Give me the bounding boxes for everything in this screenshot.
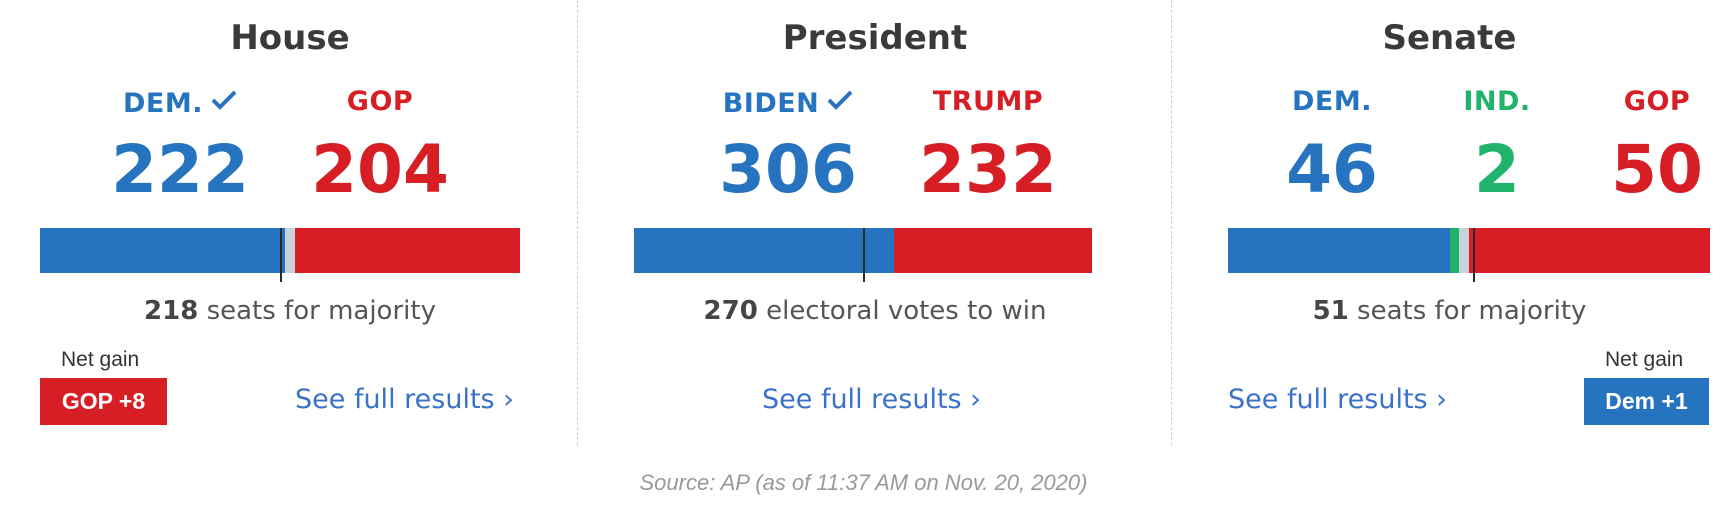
house-majority-number: 218 bbox=[144, 296, 199, 326]
checkmark-icon bbox=[827, 86, 853, 117]
senate-majority-marker bbox=[1472, 228, 1475, 282]
bar-segment-gop bbox=[294, 228, 520, 273]
panel-divider bbox=[1171, 0, 1172, 445]
source-note: Source: AP (as of 11:37 AM on Nov. 20, 2… bbox=[639, 470, 1088, 495]
house-see-full-results-link[interactable]: See full results › bbox=[295, 384, 514, 415]
checkmark-icon bbox=[211, 86, 237, 117]
president-biden-label-text: BIDEN bbox=[722, 88, 820, 119]
president-biden-label: BIDEN bbox=[688, 86, 888, 119]
senate-title: Senate bbox=[1382, 18, 1517, 58]
senate-panel: Senate DEM. IND. GOP 46 2 50 51 seats fo… bbox=[1172, 0, 1727, 445]
president-trump-label: TRUMP bbox=[932, 86, 1044, 117]
bar-segment-undecided bbox=[1459, 228, 1469, 273]
house-majority-caption: seats for majority bbox=[206, 296, 436, 326]
senate-majority-text: 51 seats for majority bbox=[1172, 296, 1727, 326]
bar-segment-undecided bbox=[284, 228, 295, 273]
president-win-number: 270 bbox=[703, 296, 758, 326]
senate-ind-label: IND. bbox=[1463, 86, 1531, 117]
senate-seat-bar bbox=[1228, 228, 1710, 273]
president-trump-count: 232 bbox=[919, 131, 1057, 208]
house-gop-label: GOP bbox=[346, 86, 414, 117]
president-panel: President BIDEN TRUMP 306 232 270 electo… bbox=[578, 0, 1172, 445]
senate-ind-count: 2 bbox=[1474, 131, 1520, 208]
president-win-text: 270 electoral votes to win bbox=[578, 296, 1172, 326]
senate-see-full-results-link[interactable]: See full results › bbox=[1228, 384, 1447, 415]
house-title: House bbox=[230, 18, 350, 58]
bar-segment-dem bbox=[1228, 228, 1450, 273]
house-net-gain-badge: GOP +8 bbox=[40, 378, 167, 425]
house-gop-count: 204 bbox=[311, 131, 449, 208]
house-dem-label: DEM. bbox=[95, 86, 265, 119]
house-majority-marker bbox=[279, 228, 282, 282]
bar-segment-dem bbox=[40, 228, 285, 273]
president-biden-count: 306 bbox=[719, 131, 857, 208]
senate-gop-label: GOP bbox=[1623, 86, 1691, 117]
president-see-full-results-link[interactable]: See full results › bbox=[762, 384, 981, 415]
panel-divider bbox=[577, 0, 578, 445]
president-win-marker bbox=[862, 228, 865, 282]
house-seat-bar bbox=[40, 228, 520, 273]
senate-majority-caption: seats for majority bbox=[1357, 296, 1587, 326]
president-electoral-bar bbox=[634, 228, 1092, 273]
house-net-gain-label: Net gain bbox=[61, 348, 140, 371]
senate-dem-label: DEM. bbox=[1292, 86, 1372, 117]
house-panel: House DEM. GOP 222 204 218 seats for maj… bbox=[0, 0, 580, 445]
house-majority-text: 218 seats for majority bbox=[0, 296, 580, 326]
bar-segment-biden bbox=[634, 228, 895, 273]
president-title: President bbox=[782, 18, 968, 58]
bar-segment-trump bbox=[894, 228, 1092, 273]
house-dem-count: 222 bbox=[111, 131, 249, 208]
bar-segment-ind bbox=[1449, 228, 1460, 273]
senate-net-gain-badge: Dem +1 bbox=[1584, 378, 1709, 425]
president-win-caption: electoral votes to win bbox=[766, 296, 1047, 326]
senate-dem-count: 46 bbox=[1286, 131, 1378, 208]
house-dem-label-text: DEM. bbox=[123, 88, 203, 119]
bar-segment-gop bbox=[1469, 228, 1710, 273]
senate-net-gain-label: Net gain bbox=[1605, 348, 1684, 371]
senate-majority-number: 51 bbox=[1312, 296, 1349, 326]
senate-gop-count: 50 bbox=[1611, 131, 1703, 208]
